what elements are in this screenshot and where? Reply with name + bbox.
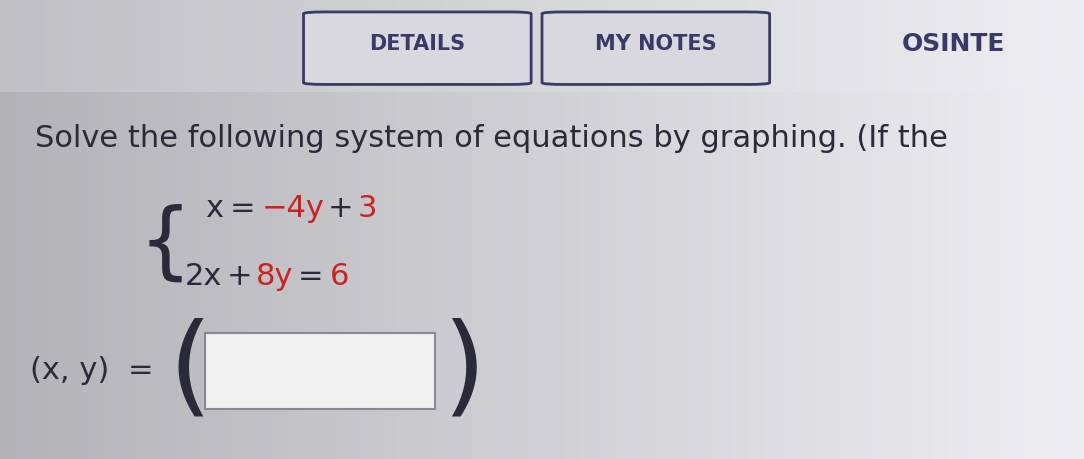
- Text: Solve the following system of equations by graphing. (If the: Solve the following system of equations …: [35, 124, 947, 153]
- Text: OSINTE: OSINTE: [902, 32, 1006, 56]
- Text: (: (: [168, 318, 211, 425]
- Bar: [205, 333, 435, 409]
- FancyBboxPatch shape: [542, 12, 770, 84]
- Text: +: +: [328, 194, 353, 224]
- FancyBboxPatch shape: [304, 12, 531, 84]
- Text: MY NOTES: MY NOTES: [595, 34, 717, 54]
- Text: ): ): [442, 318, 486, 425]
- Text: +: +: [227, 263, 253, 291]
- Text: {: {: [139, 203, 192, 285]
- Text: 2x: 2x: [185, 263, 222, 291]
- Text: =: =: [230, 194, 256, 224]
- Text: 3: 3: [358, 194, 377, 224]
- Text: DETAILS: DETAILS: [370, 34, 465, 54]
- Text: =: =: [298, 263, 324, 291]
- Text: 6: 6: [330, 263, 349, 291]
- Text: 8y: 8y: [256, 263, 294, 291]
- Text: (x, y): (x, y): [30, 357, 109, 386]
- Text: −4y: −4y: [262, 194, 325, 224]
- Text: x: x: [205, 194, 223, 224]
- Text: =: =: [128, 357, 154, 386]
